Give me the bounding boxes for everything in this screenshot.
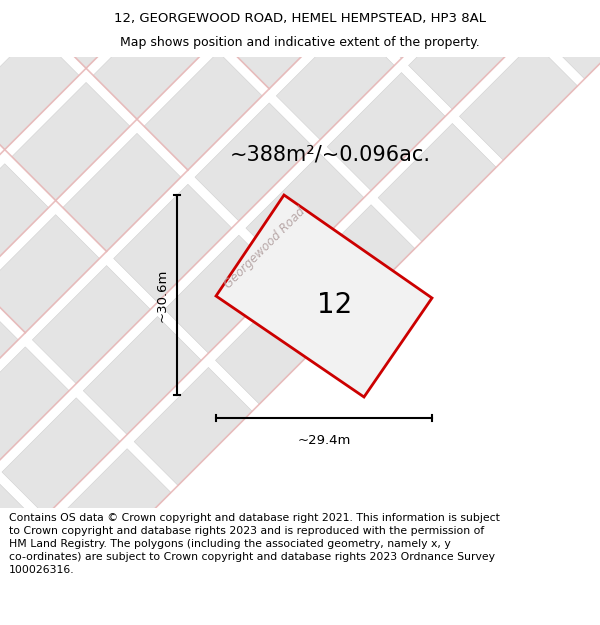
Polygon shape [0, 0, 109, 18]
Polygon shape [327, 72, 445, 191]
Polygon shape [0, 296, 18, 414]
Polygon shape [134, 368, 252, 486]
Polygon shape [378, 123, 496, 241]
Text: Contains OS data © Crown copyright and database right 2021. This information is : Contains OS data © Crown copyright and d… [9, 512, 500, 576]
Polygon shape [0, 611, 8, 625]
Polygon shape [460, 42, 578, 160]
Polygon shape [307, 0, 425, 8]
Polygon shape [0, 31, 79, 149]
Polygon shape [216, 195, 432, 397]
Text: ~388m²/~0.096ac.: ~388m²/~0.096ac. [229, 145, 431, 165]
Text: 12: 12 [317, 291, 353, 319]
Polygon shape [0, 214, 100, 332]
Text: Map shows position and indicative extent of the property.: Map shows position and indicative extent… [120, 36, 480, 49]
Polygon shape [0, 479, 39, 598]
Polygon shape [276, 22, 394, 140]
Polygon shape [246, 154, 364, 272]
Polygon shape [83, 316, 202, 434]
Polygon shape [32, 266, 151, 384]
Polygon shape [144, 52, 262, 170]
Polygon shape [195, 103, 313, 221]
Text: ~29.4m: ~29.4m [298, 434, 350, 447]
Polygon shape [93, 1, 211, 119]
Polygon shape [0, 0, 28, 99]
Polygon shape [63, 133, 181, 251]
Polygon shape [541, 0, 600, 79]
Polygon shape [297, 205, 415, 323]
Text: Georgewood Road: Georgewood Road [222, 205, 308, 291]
Polygon shape [215, 286, 334, 404]
Polygon shape [113, 184, 232, 302]
Text: ~30.6m: ~30.6m [156, 268, 169, 322]
Polygon shape [0, 347, 69, 465]
Polygon shape [53, 449, 171, 567]
Polygon shape [42, 0, 160, 68]
Polygon shape [175, 0, 293, 38]
Polygon shape [0, 530, 89, 625]
Polygon shape [0, 164, 49, 282]
Polygon shape [358, 0, 476, 58]
Polygon shape [226, 0, 343, 89]
Polygon shape [12, 82, 130, 201]
Polygon shape [2, 398, 120, 516]
Polygon shape [164, 235, 283, 353]
Polygon shape [409, 0, 527, 109]
Polygon shape [490, 0, 600, 28]
Text: 12, GEORGEWOOD ROAD, HEMEL HEMPSTEAD, HP3 8AL: 12, GEORGEWOOD ROAD, HEMEL HEMPSTEAD, HP… [114, 12, 486, 25]
